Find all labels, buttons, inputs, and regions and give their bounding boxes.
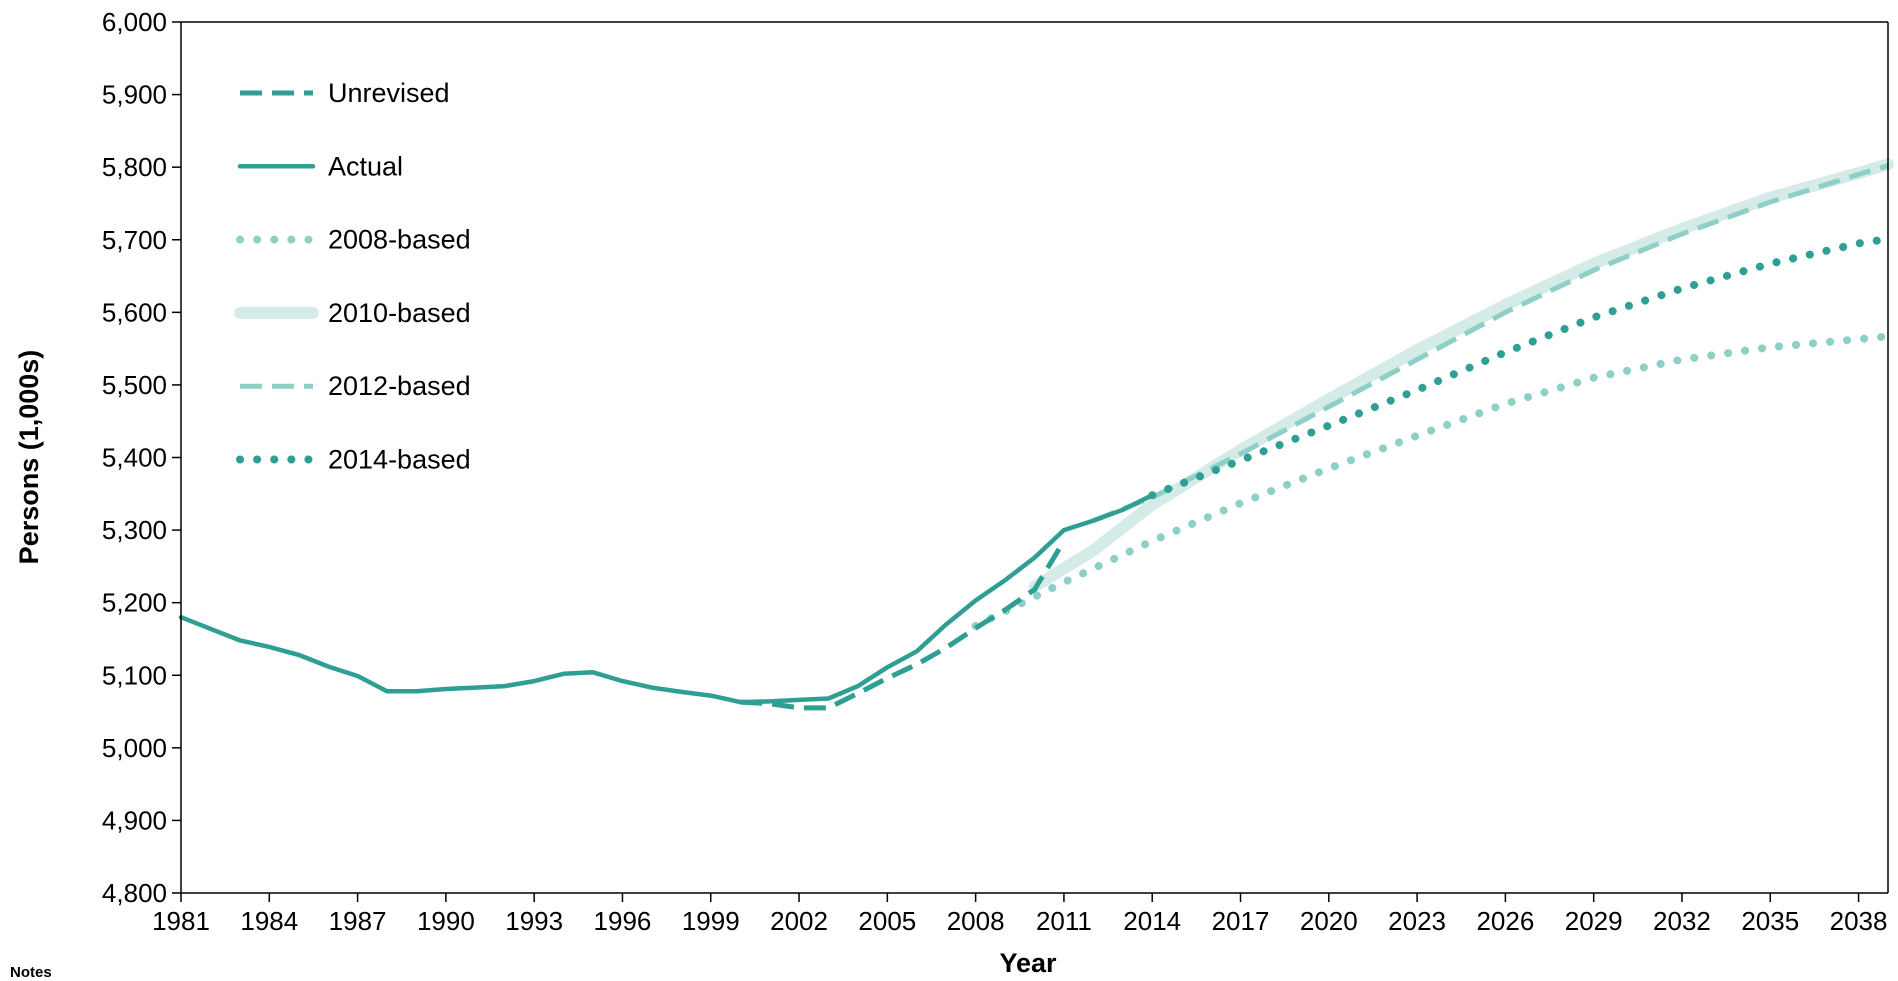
legend-label: 2010-based bbox=[328, 298, 471, 328]
y-tick-label: 4,800 bbox=[102, 878, 167, 908]
y-tick-label: 4,900 bbox=[102, 805, 167, 835]
y-tick-label: 5,400 bbox=[102, 443, 167, 473]
y-tick-label: 5,300 bbox=[102, 515, 167, 545]
x-tick-label: 2029 bbox=[1565, 906, 1623, 936]
x-tick-label: 2035 bbox=[1741, 906, 1799, 936]
series-line-actual bbox=[178, 492, 1155, 705]
notes-label: Notes bbox=[10, 964, 52, 981]
x-tick-label: 2038 bbox=[1830, 906, 1888, 936]
x-tick-label: 1990 bbox=[417, 906, 475, 936]
legend-label: 2014-based bbox=[328, 445, 471, 475]
y-tick-label: 5,700 bbox=[102, 225, 167, 255]
x-ticks: 1981 1984 1987 1990 1993 1996 1999 2002 2005 2008… bbox=[152, 893, 1887, 936]
x-tick-label: 2026 bbox=[1476, 906, 1534, 936]
y-tick-label: 5,800 bbox=[102, 152, 167, 182]
y-tick-label: 5,100 bbox=[102, 660, 167, 690]
legend-label: 2012-based bbox=[328, 371, 471, 401]
x-tick-label: 2017 bbox=[1212, 906, 1270, 936]
x-tick-label: 1987 bbox=[329, 906, 387, 936]
y-tick-label: 5,600 bbox=[102, 297, 167, 327]
series-line-2012-based bbox=[1092, 163, 1889, 523]
legend-label: Unrevised bbox=[328, 78, 450, 108]
legend-label: 2008-based bbox=[328, 225, 471, 255]
x-tick-label: 2032 bbox=[1653, 906, 1711, 936]
x-tick-label: 1993 bbox=[505, 906, 563, 936]
y-tick-label: 5,900 bbox=[102, 80, 167, 110]
x-tick-label: 2005 bbox=[858, 906, 916, 936]
y-ticks: 4,800 4,900 5,000 5,100 5,200 5,300 5,400 5,500… bbox=[102, 7, 181, 908]
x-tick-label: 1981 bbox=[152, 906, 210, 936]
series-line-2014-based bbox=[1148, 235, 1892, 500]
x-tick-label: 1996 bbox=[594, 906, 652, 936]
x-tick-label: 2014 bbox=[1123, 906, 1181, 936]
y-axis-title: Persons (1,000s) bbox=[14, 350, 44, 565]
y-tick-label: 5,000 bbox=[102, 733, 167, 763]
series-line-unrevised bbox=[740, 539, 1067, 711]
x-tick-label: 2008 bbox=[947, 906, 1005, 936]
x-tick-label: 2011 bbox=[1036, 906, 1092, 936]
legend: Unrevised Actual 2008-based 2010-based 2012-… bbox=[234, 78, 471, 475]
x-tick-label: 2020 bbox=[1300, 906, 1358, 936]
series-lines bbox=[178, 158, 1894, 711]
series-line-2008-based bbox=[971, 332, 1892, 630]
x-axis-title: Year bbox=[999, 948, 1057, 978]
y-tick-label: 6,000 bbox=[102, 7, 167, 37]
y-tick-label: 5,200 bbox=[102, 588, 167, 618]
x-tick-label: 1999 bbox=[682, 906, 740, 936]
series-line-2010-based bbox=[1028, 158, 1894, 593]
legend-label: Actual bbox=[328, 151, 403, 181]
y-tick-label: 5,500 bbox=[102, 370, 167, 400]
x-tick-label: 2023 bbox=[1388, 906, 1446, 936]
x-tick-label: 1984 bbox=[240, 906, 298, 936]
x-tick-label: 2002 bbox=[770, 906, 828, 936]
